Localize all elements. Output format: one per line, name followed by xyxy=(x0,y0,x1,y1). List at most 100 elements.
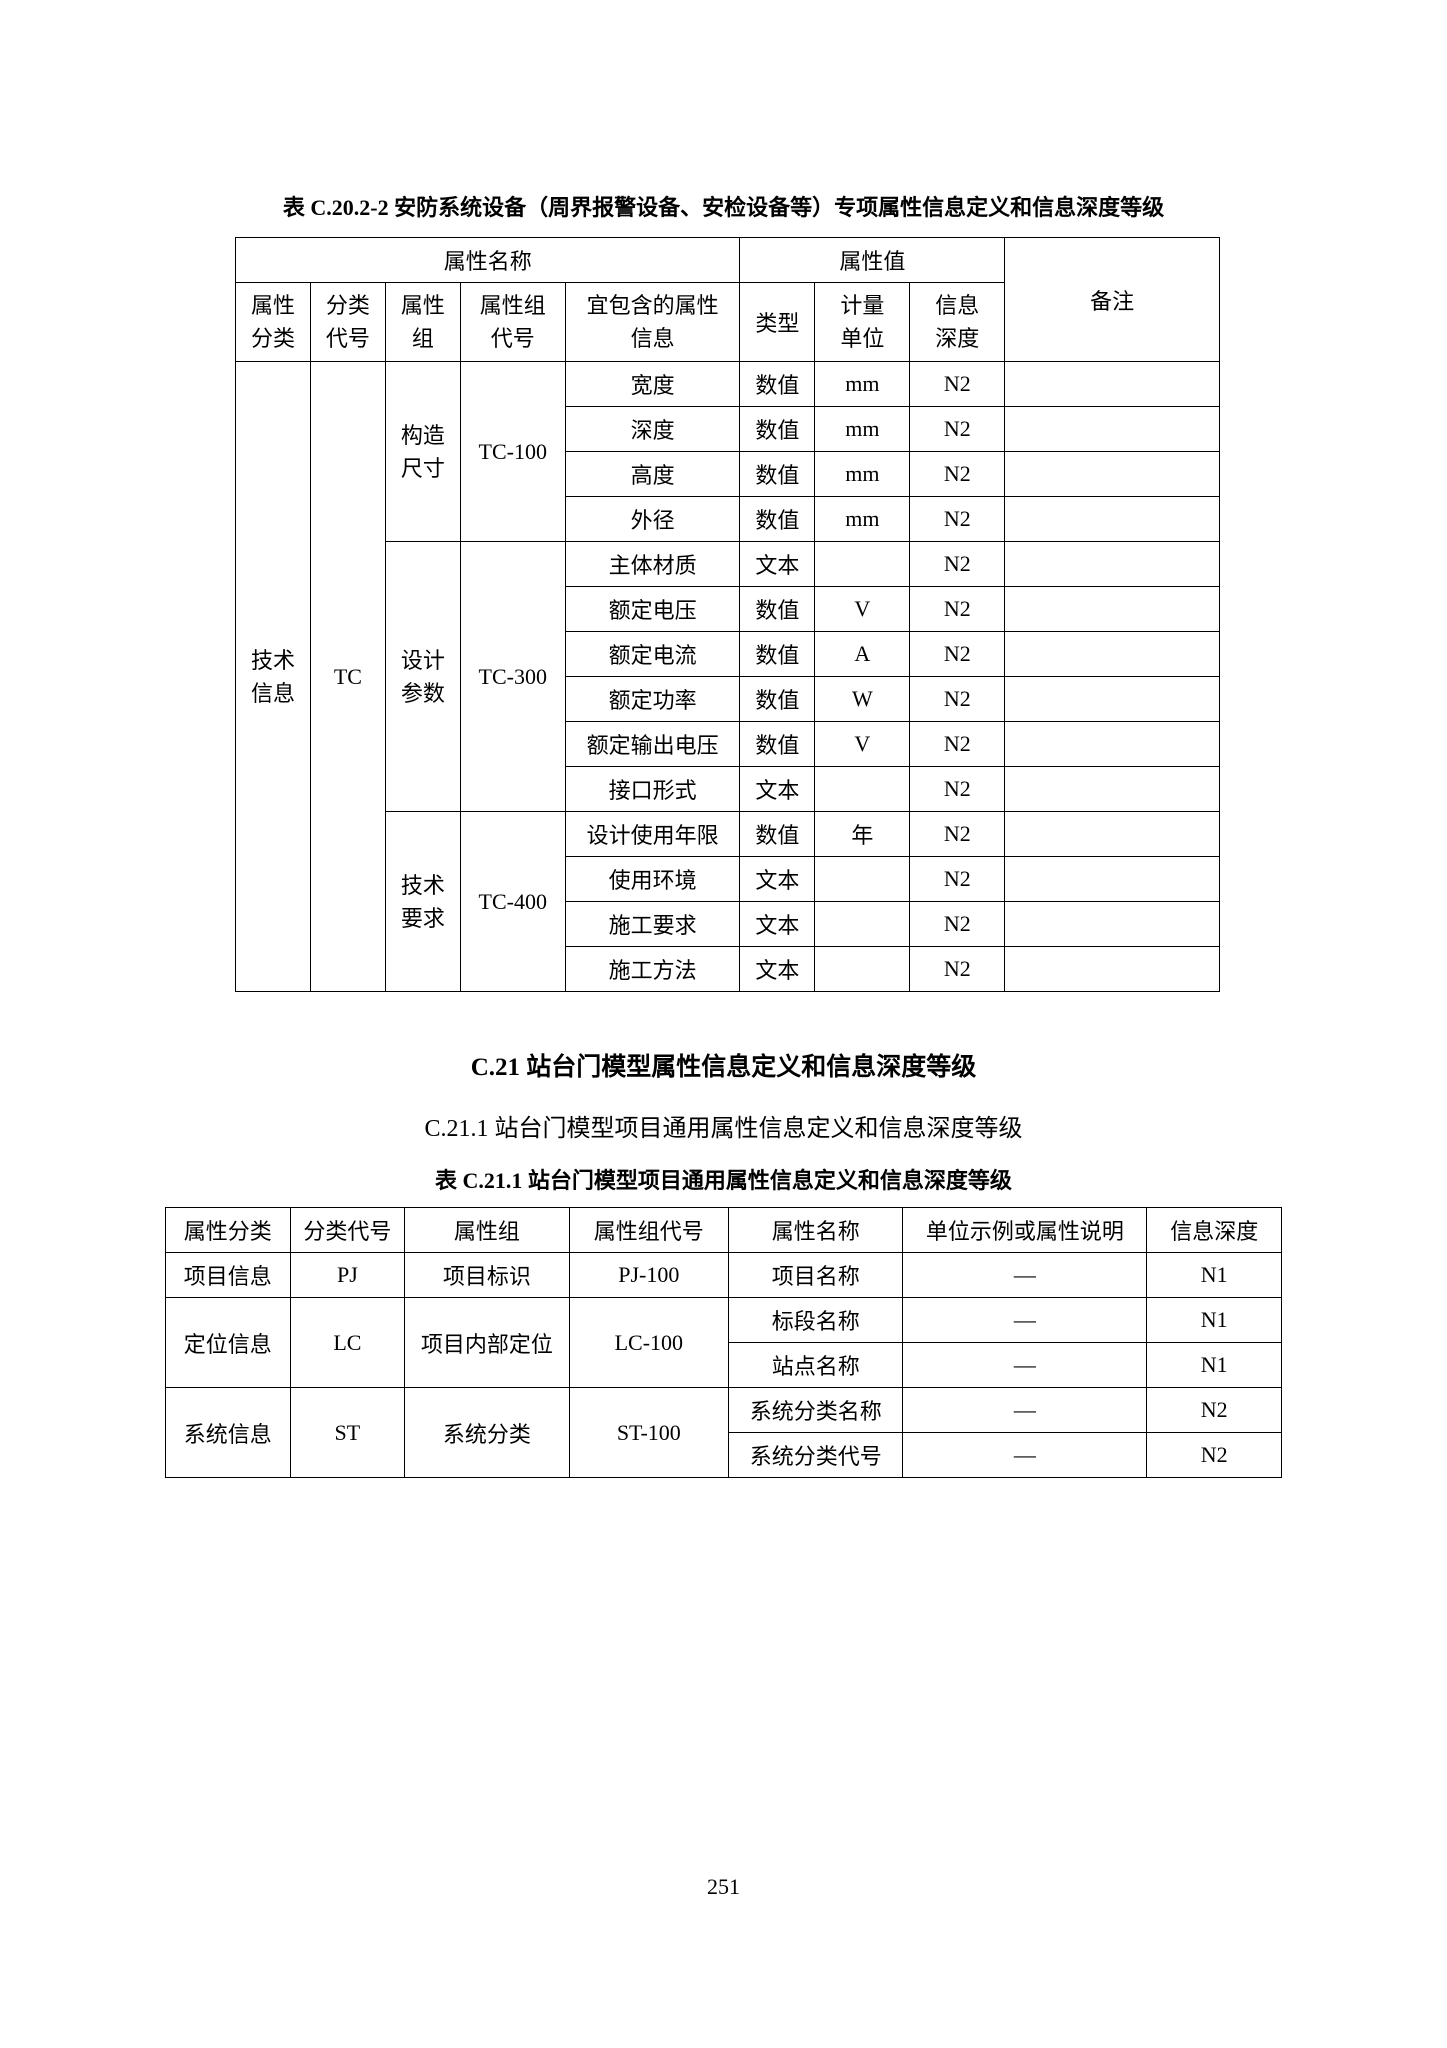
cell-depth: N2 xyxy=(910,767,1005,812)
cell-type: 数值 xyxy=(740,632,815,677)
t2-attr-class-cell: 项目信息 xyxy=(166,1253,291,1298)
t2-cell-unit: — xyxy=(903,1388,1147,1433)
attr-class-cell: 技术信息 xyxy=(236,362,311,992)
cell-unit xyxy=(815,542,910,587)
cell-type: 数值 xyxy=(740,677,815,722)
t2-cell-name: 标段名称 xyxy=(729,1298,903,1343)
cell-unit xyxy=(815,947,910,992)
cell-depth: N2 xyxy=(910,497,1005,542)
cell-remark xyxy=(1005,452,1220,497)
t2-class-code-cell: LC xyxy=(290,1298,405,1388)
group-code-cell: TC-400 xyxy=(460,812,565,992)
t2-header-class-code: 分类代号 xyxy=(290,1208,405,1253)
cell-type: 数值 xyxy=(740,362,815,407)
header-unit: 计量单位 xyxy=(815,283,910,362)
cell-depth: N2 xyxy=(910,407,1005,452)
cell-unit: W xyxy=(815,677,910,722)
attr-group-cell: 设计参数 xyxy=(385,542,460,812)
t2-cell-depth: N2 xyxy=(1147,1433,1282,1478)
t2-class-code-cell: ST xyxy=(290,1388,405,1478)
group-code-cell: TC-300 xyxy=(460,542,565,812)
t2-header-group-code: 属性组代号 xyxy=(569,1208,728,1253)
t2-cell-name: 站点名称 xyxy=(729,1343,903,1388)
section-title: C.21 站台门模型属性信息定义和信息深度等级 xyxy=(165,1047,1282,1083)
sub-section: C.21.1 站台门模型项目通用属性信息定义和信息深度等级 xyxy=(165,1108,1282,1143)
table-row: 系统信息ST系统分类ST-100系统分类名称—N2 xyxy=(166,1388,1282,1433)
cell-included: 额定电流 xyxy=(565,632,740,677)
t2-header-attr-group: 属性组 xyxy=(405,1208,569,1253)
cell-included: 使用环境 xyxy=(565,857,740,902)
t2-header-depth: 信息深度 xyxy=(1147,1208,1282,1253)
t2-group-code-cell: ST-100 xyxy=(569,1388,728,1478)
page-number: 251 xyxy=(0,1874,1447,1900)
t2-attr-group-cell: 系统分类 xyxy=(405,1388,569,1478)
cell-remark xyxy=(1005,587,1220,632)
cell-included: 施工要求 xyxy=(565,902,740,947)
cell-type: 数值 xyxy=(740,812,815,857)
t2-cell-name: 系统分类名称 xyxy=(729,1388,903,1433)
t2-cell-depth: N1 xyxy=(1147,1253,1282,1298)
t2-cell-unit: — xyxy=(903,1343,1147,1388)
t2-cell-unit: — xyxy=(903,1253,1147,1298)
cell-unit: A xyxy=(815,632,910,677)
header-included: 宜包含的属性信息 xyxy=(565,283,740,362)
header-group-code: 属性组代号 xyxy=(460,283,565,362)
t2-attr-group-cell: 项目标识 xyxy=(405,1253,569,1298)
cell-unit: mm xyxy=(815,497,910,542)
header-remark: 备注 xyxy=(1005,238,1220,362)
t2-header-attr-name: 属性名称 xyxy=(729,1208,903,1253)
table-row: 属性名称 属性值 备注 xyxy=(236,238,1220,283)
cell-unit xyxy=(815,767,910,812)
table2-caption: 表 C.21.1 站台门模型项目通用属性信息定义和信息深度等级 xyxy=(165,1163,1282,1195)
cell-depth: N2 xyxy=(910,677,1005,722)
cell-depth: N2 xyxy=(910,632,1005,677)
header-attr-class: 属性分类 xyxy=(236,283,311,362)
header-attr-name: 属性名称 xyxy=(236,238,740,283)
t2-header-attr-class: 属性分类 xyxy=(166,1208,291,1253)
group-code-cell: TC-100 xyxy=(460,362,565,542)
cell-depth: N2 xyxy=(910,947,1005,992)
t2-header-unit-desc: 单位示例或属性说明 xyxy=(903,1208,1147,1253)
table-row: 属性分类 分类代号 属性组 属性组代号 属性名称 单位示例或属性说明 信息深度 xyxy=(166,1208,1282,1253)
cell-type: 文本 xyxy=(740,542,815,587)
cell-depth: N2 xyxy=(910,902,1005,947)
cell-remark xyxy=(1005,857,1220,902)
cell-depth: N2 xyxy=(910,857,1005,902)
cell-included: 主体材质 xyxy=(565,542,740,587)
cell-included: 额定功率 xyxy=(565,677,740,722)
cell-remark xyxy=(1005,722,1220,767)
t2-cell-unit: — xyxy=(903,1298,1147,1343)
cell-included: 宽度 xyxy=(565,362,740,407)
t2-cell-unit: — xyxy=(903,1433,1147,1478)
cell-unit: mm xyxy=(815,407,910,452)
cell-type: 文本 xyxy=(740,767,815,812)
t2-cell-depth: N1 xyxy=(1147,1343,1282,1388)
cell-remark xyxy=(1005,407,1220,452)
t2-group-code-cell: LC-100 xyxy=(569,1298,728,1388)
table-row: 项目信息PJ项目标识PJ-100项目名称—N1 xyxy=(166,1253,1282,1298)
cell-depth: N2 xyxy=(910,812,1005,857)
cell-included: 额定电压 xyxy=(565,587,740,632)
cell-unit xyxy=(815,857,910,902)
cell-unit: 年 xyxy=(815,812,910,857)
cell-included: 深度 xyxy=(565,407,740,452)
t2-group-code-cell: PJ-100 xyxy=(569,1253,728,1298)
cell-type: 文本 xyxy=(740,857,815,902)
cell-remark xyxy=(1005,632,1220,677)
cell-type: 数值 xyxy=(740,722,815,767)
cell-included: 设计使用年限 xyxy=(565,812,740,857)
cell-included: 外径 xyxy=(565,497,740,542)
t2-cell-depth: N2 xyxy=(1147,1388,1282,1433)
cell-depth: N2 xyxy=(910,542,1005,587)
cell-remark xyxy=(1005,947,1220,992)
cell-type: 文本 xyxy=(740,902,815,947)
header-attr-group: 属性组 xyxy=(385,283,460,362)
table-row: 技术信息TC构造尺寸TC-100宽度数值mmN2 xyxy=(236,362,1220,407)
cell-type: 数值 xyxy=(740,407,815,452)
table2: 属性分类 分类代号 属性组 属性组代号 属性名称 单位示例或属性说明 信息深度 … xyxy=(165,1207,1282,1478)
cell-depth: N2 xyxy=(910,587,1005,632)
cell-unit: V xyxy=(815,587,910,632)
cell-included: 接口形式 xyxy=(565,767,740,812)
cell-depth: N2 xyxy=(910,452,1005,497)
t2-cell-depth: N1 xyxy=(1147,1298,1282,1343)
